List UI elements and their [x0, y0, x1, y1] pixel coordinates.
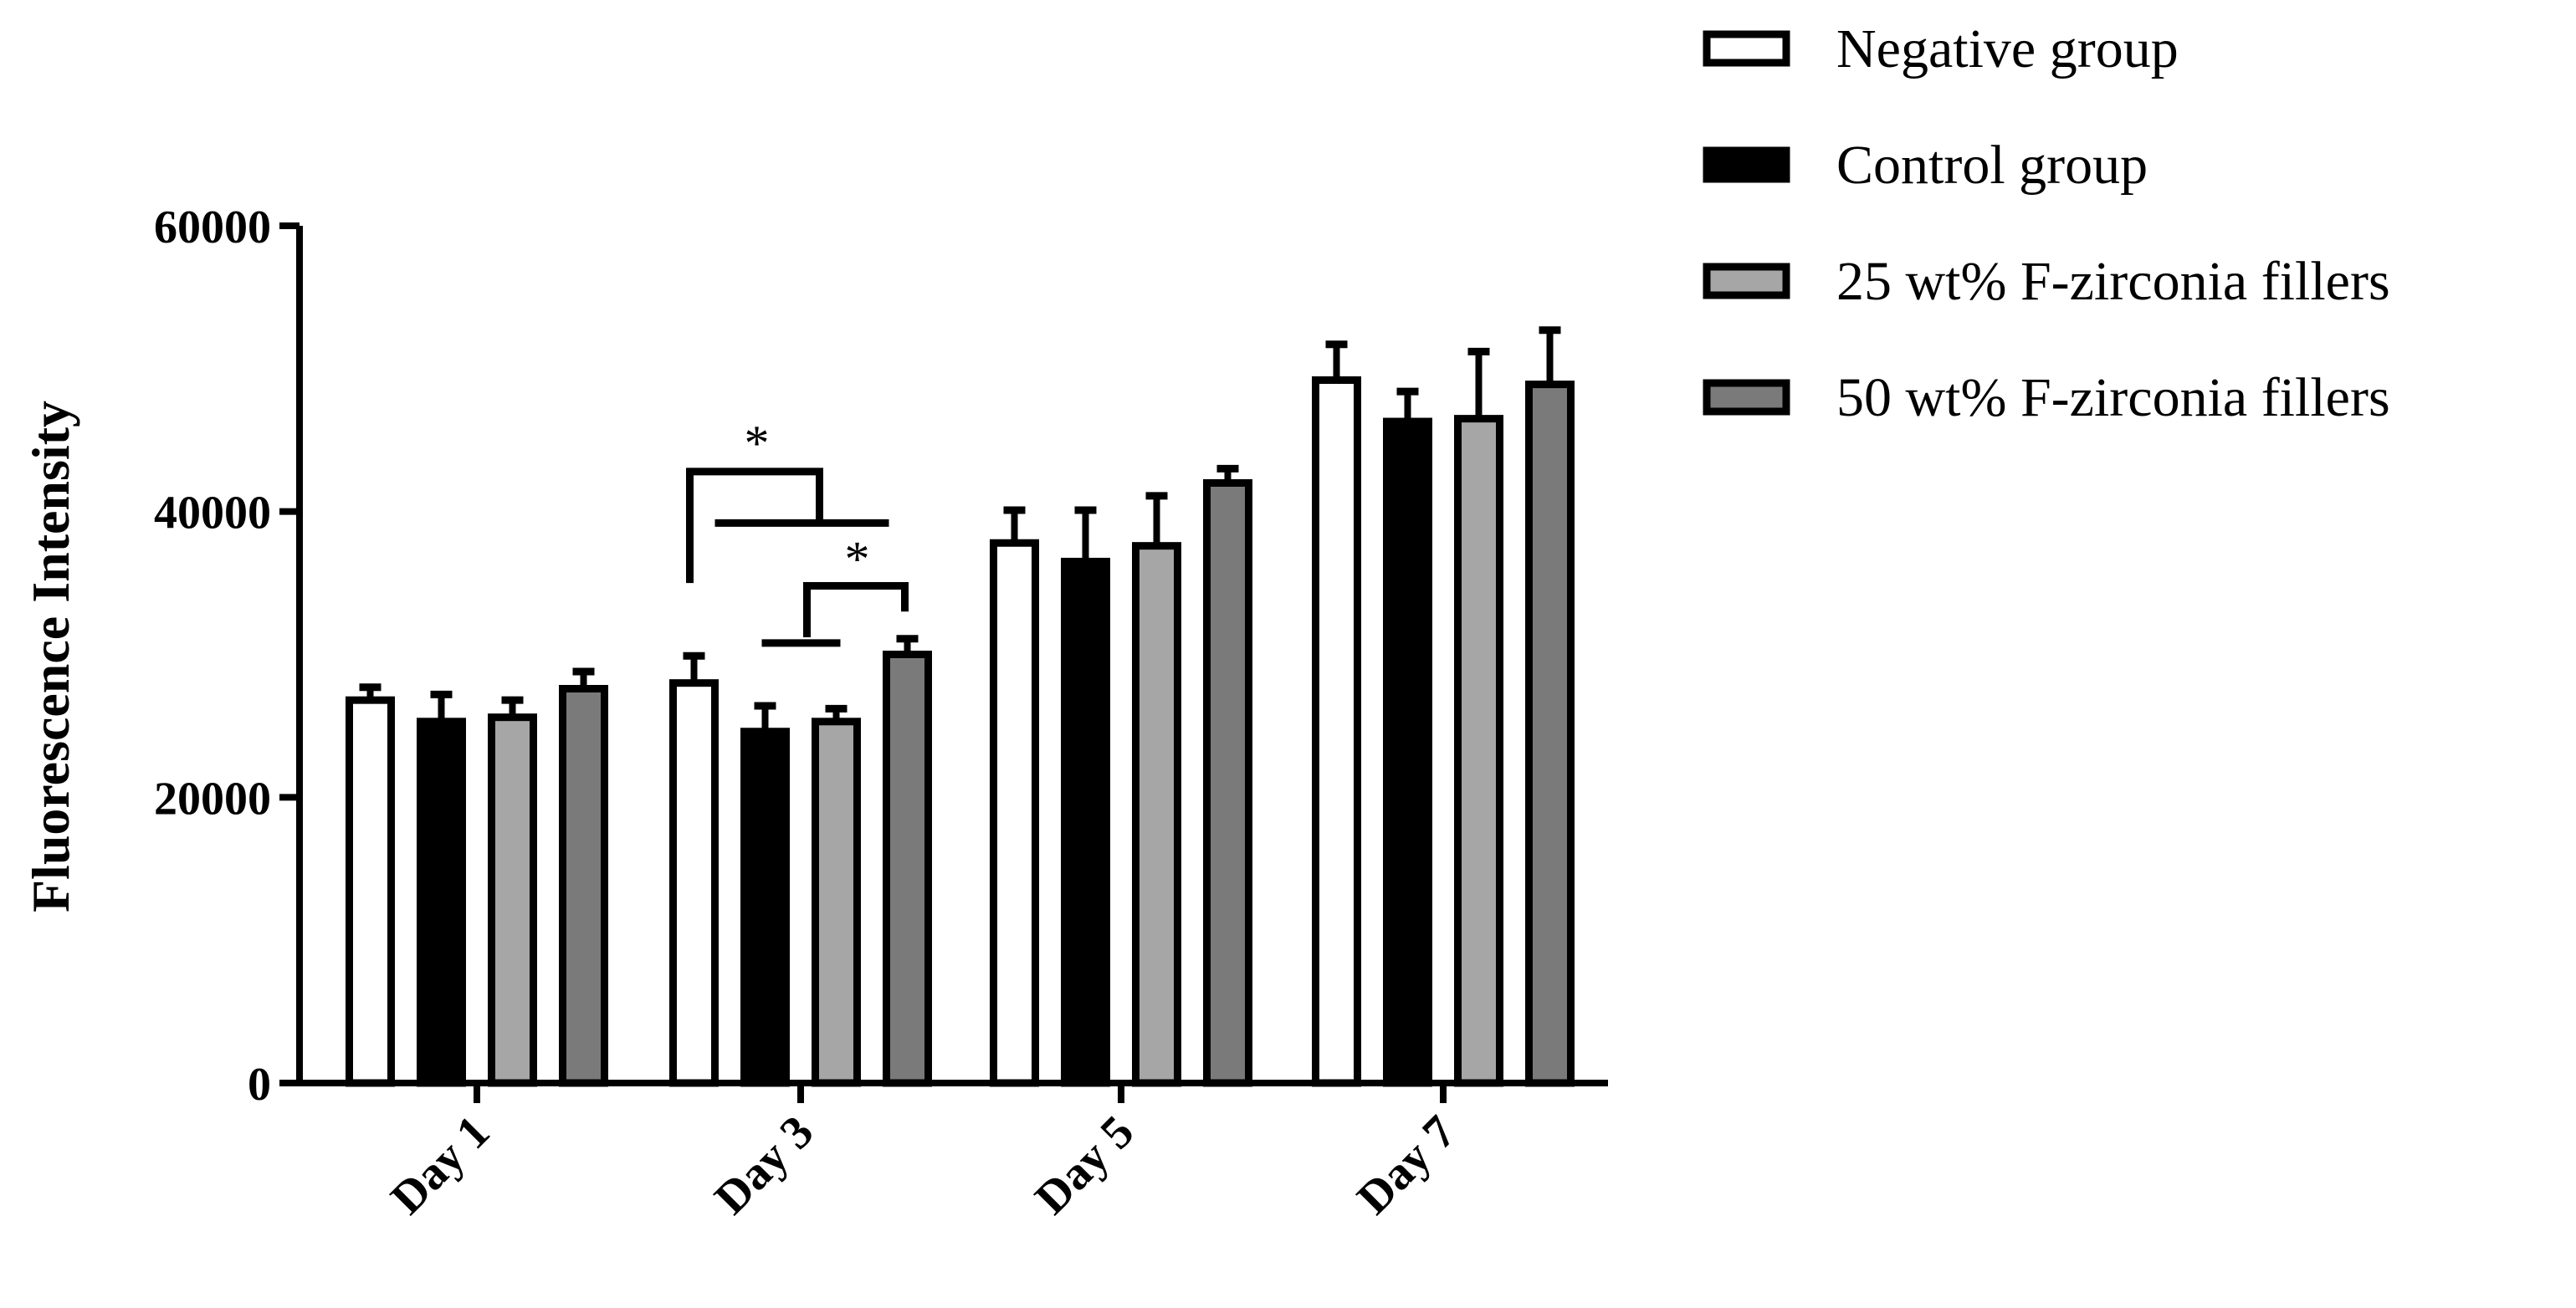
legend-label: Control group	[1836, 135, 2148, 196]
legend-label: 50 wt% F-zirconia fillers	[1836, 367, 2390, 428]
x-tick-label: Day 3	[704, 1106, 823, 1224]
bar-1-1	[740, 728, 790, 1087]
bar-0-2	[990, 539, 1039, 1087]
bar-3-0	[559, 685, 608, 1087]
legend-swatch	[1703, 263, 1790, 299]
y-tick-label: 0	[248, 1059, 271, 1111]
bar-2-1	[812, 718, 861, 1087]
bar-0-3	[1312, 376, 1361, 1087]
legend-swatch	[1703, 146, 1790, 183]
x-tick-label: Day 7	[1347, 1106, 1466, 1224]
bar-2-2	[1132, 542, 1181, 1087]
legend-label: 25 wt% F-zirconia fillers	[1836, 251, 2390, 312]
bar-1-2	[1061, 557, 1110, 1087]
bar-0-1	[669, 679, 719, 1087]
y-tick-label: 60000	[154, 202, 271, 253]
bar-3-2	[1203, 479, 1252, 1087]
legend: Negative group Control group 25 wt% F-zirc…	[1703, 18, 2390, 428]
bar-2-3	[1454, 415, 1503, 1087]
significance-bracket	[803, 582, 909, 637]
y-tick-label: 20000	[154, 773, 271, 825]
legend-label: Negative group	[1836, 18, 2179, 79]
legend-swatch	[1703, 30, 1790, 67]
x-tick-label: Day 5	[1025, 1106, 1144, 1224]
bar-1-0	[417, 718, 466, 1087]
bar-3-3	[1525, 381, 1575, 1087]
bar-3-1	[883, 651, 932, 1087]
significance-star: *	[745, 416, 770, 471]
significance-star: *	[845, 532, 870, 587]
y-axis-label: Fluorescence Intensity	[21, 401, 80, 912]
bar-1-3	[1383, 417, 1432, 1087]
bar-0-0	[346, 696, 395, 1087]
bar-2-0	[488, 713, 537, 1087]
x-tick-label: Day 1	[381, 1106, 499, 1224]
legend-swatch	[1703, 379, 1790, 416]
plot-area: 0 20000 40000 60000 Day 1 Day 3 Day 5 Day 7 * *	[154, 202, 1608, 1224]
significance-bracket	[686, 468, 823, 584]
y-tick-label: 40000	[154, 488, 271, 539]
